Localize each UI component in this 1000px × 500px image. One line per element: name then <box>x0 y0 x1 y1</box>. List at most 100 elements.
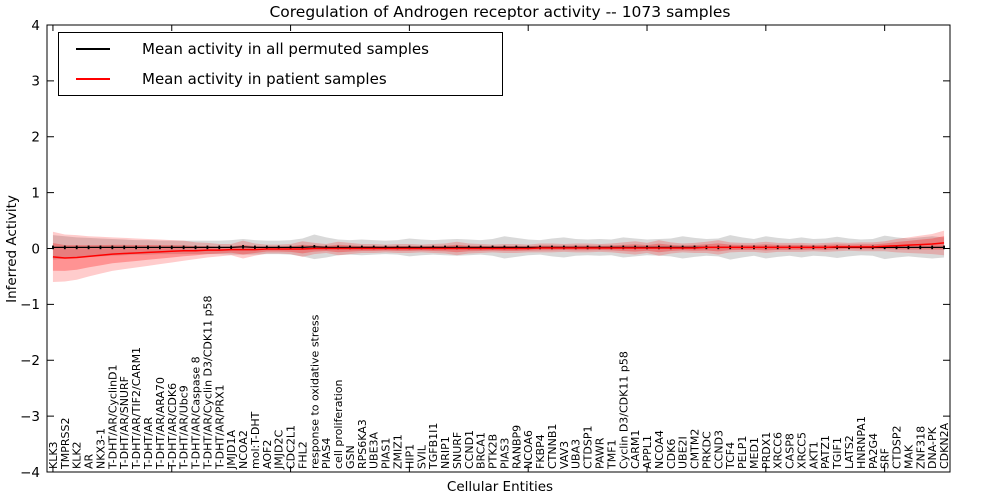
x-category-label: PAWR <box>593 437 606 469</box>
x-category-label: KLK2 <box>71 441 84 469</box>
permuted-point-marker <box>408 245 411 250</box>
x-category-label: CDKN2A <box>938 422 951 469</box>
x-category-label: TGIF1 <box>831 437 844 470</box>
permuted-point-marker <box>515 245 518 250</box>
patient-line-swatch <box>76 78 110 80</box>
x-category-label: HIP1 <box>403 444 416 469</box>
x-category-label: LATS2 <box>843 435 856 469</box>
permuted-point-marker <box>206 245 209 250</box>
x-category-label: CTDSP1 <box>582 426 595 469</box>
permuted-point-marker <box>63 245 66 250</box>
permuted-point-marker <box>491 245 494 250</box>
x-category-label: ZNF318 <box>914 426 927 469</box>
x-category-label: AOF2 <box>261 440 274 469</box>
permuted-point-marker <box>194 245 197 250</box>
x-category-label: T-DHT/AR/TIF2/CARM1 <box>130 347 143 470</box>
x-category-label: TCF4 <box>724 442 737 470</box>
x-category-label: KLK3 <box>47 441 60 469</box>
x-category-label: ZMIZ1 <box>392 434 405 469</box>
x-category-label: JMJD2C <box>273 430 286 470</box>
permuted-point-marker <box>52 245 54 250</box>
x-category-label: T-DHT/AR/CDK6 <box>166 383 179 470</box>
permuted-point-marker <box>242 245 244 249</box>
x-category-label: PIAS1 <box>380 438 393 469</box>
legend-entry-permuted: Mean activity in all permuted samples <box>59 35 502 63</box>
permuted-point-marker <box>503 245 506 250</box>
x-category-label: TGFB1I1 <box>427 423 440 470</box>
permuted-point-marker <box>456 245 458 250</box>
x-category-label: SRF <box>879 448 892 469</box>
x-category-label: GSN <box>344 445 357 469</box>
x-category-label: UBE3A <box>368 431 381 469</box>
y-tick-label: 2 <box>31 130 40 146</box>
permuted-point-marker <box>135 245 138 250</box>
x-category-label: T-DHT/AR/ARA70 <box>154 377 167 470</box>
permuted-point-marker <box>265 245 268 250</box>
permuted-point-marker <box>325 245 328 250</box>
permuted-point-marker <box>158 245 161 250</box>
y-tick-label: −3 <box>20 409 40 425</box>
x-category-label: T-DHT/AR <box>142 417 155 470</box>
chart-title: Coregulation of Androgen receptor activi… <box>269 3 731 21</box>
permuted-point-marker <box>301 245 304 250</box>
permuted-point-marker <box>147 245 149 250</box>
x-category-label: TMPRSS2 <box>59 418 72 470</box>
permuted-point-marker <box>111 245 114 250</box>
x-category-label: FHL2 <box>296 441 309 469</box>
permuted-point-marker <box>254 245 256 250</box>
x-category-label: CMTM2 <box>689 429 702 469</box>
permuted-point-marker <box>170 245 173 250</box>
y-tick-label: 4 <box>31 18 40 34</box>
x-category-label: CTNNB1 <box>546 424 559 469</box>
permuted-point-marker <box>919 245 922 250</box>
x-category-label: T-DHT/AR/Cyclin D3/CDK11 p58 <box>201 295 214 470</box>
x-category-label: XRCC6 <box>772 432 785 469</box>
x-category-label: XRCC5 <box>795 432 808 469</box>
x-category-label: JMJD1A <box>225 430 238 470</box>
x-category-label: T-DHT/AR/CyclinD1 <box>106 364 119 470</box>
permuted-line-swatch <box>76 48 110 50</box>
x-category-label: cell proliferation <box>332 379 345 469</box>
legend-label-patient: Mean activity in patient samples <box>142 70 387 88</box>
y-tick-label: 3 <box>31 74 40 90</box>
patient-mean-line <box>52 242 945 259</box>
permuted-point-marker <box>931 245 934 250</box>
permuted-point-marker <box>277 245 280 250</box>
x-category-label: MAK <box>902 444 915 469</box>
x-category-label: PRKDC <box>700 431 713 469</box>
x-category-label: SNURF <box>451 432 464 469</box>
y-tick-label: −4 <box>20 465 40 481</box>
x-category-label: SVIL <box>415 444 428 469</box>
permuted-point-marker <box>123 245 126 250</box>
permuted-point-marker <box>432 245 435 250</box>
x-category-label: PIAS4 <box>320 438 333 469</box>
permuted-point-marker <box>907 245 910 250</box>
x-category-label: mol:T-DHT <box>249 411 262 469</box>
permuted-point-marker <box>337 245 339 250</box>
permuted-point-marker <box>218 245 221 250</box>
legend-label-permuted: Mean activity in all permuted samples <box>142 40 429 58</box>
x-category-label: NRIP1 <box>439 436 452 469</box>
permuted-point-marker <box>99 245 102 250</box>
patient-std-band-inner <box>52 236 945 271</box>
x-category-label: CDC2L1 <box>285 425 298 469</box>
permuted-point-marker <box>372 245 375 250</box>
permuted-point-marker <box>420 245 423 250</box>
x-category-label: RANBP9 <box>510 425 523 469</box>
permuted-point-marker <box>182 245 185 250</box>
x-category-label: AR <box>83 453 96 469</box>
x-category-label: FKBP4 <box>534 434 547 469</box>
permuted-point-marker <box>75 245 78 250</box>
permuted-point-marker <box>467 245 470 250</box>
x-category-label: T-DHT/AR/Caspase 8 <box>190 356 203 470</box>
x-category-label: CDK6 <box>665 439 678 469</box>
permuted-point-marker <box>883 245 886 250</box>
x-category-label: NCOA4 <box>653 430 666 469</box>
x-category-label: UBE2I <box>677 436 690 469</box>
legend: Mean activity in all permuted samples Me… <box>58 32 503 96</box>
x-category-label: VAV3 <box>558 441 571 469</box>
x-category-label: PTK2B <box>487 434 500 469</box>
permuted-point-marker <box>943 245 945 250</box>
